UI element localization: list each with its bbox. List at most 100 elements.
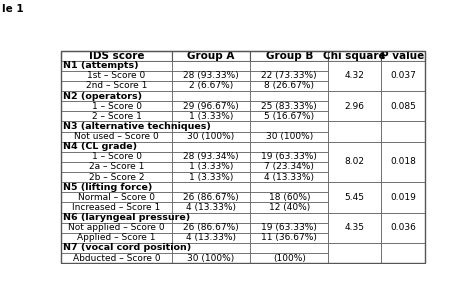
Bar — [250, 162, 328, 172]
Bar — [328, 152, 381, 182]
Bar — [61, 213, 172, 223]
Bar — [381, 182, 425, 213]
Bar — [250, 71, 328, 81]
Bar — [250, 152, 328, 162]
Bar — [328, 192, 381, 213]
Bar — [381, 71, 425, 91]
Bar — [172, 81, 250, 91]
Bar — [61, 223, 172, 233]
Text: 0.019: 0.019 — [390, 193, 416, 202]
Text: 30 (100%): 30 (100%) — [188, 254, 235, 263]
Bar — [328, 101, 381, 121]
Bar — [61, 162, 172, 172]
Text: 1 (3.33%): 1 (3.33%) — [189, 173, 233, 181]
Bar — [381, 182, 425, 192]
Bar — [381, 121, 425, 132]
Text: Group A: Group A — [187, 50, 235, 61]
Bar — [61, 192, 172, 203]
Text: 5 (16.67%): 5 (16.67%) — [264, 112, 314, 121]
Bar — [381, 253, 425, 263]
Bar — [172, 50, 250, 61]
Bar — [61, 101, 172, 111]
Bar — [328, 91, 381, 101]
Bar — [250, 203, 328, 213]
Text: 8 (26.67%): 8 (26.67%) — [264, 81, 314, 91]
Bar — [381, 142, 425, 182]
Bar — [381, 243, 425, 253]
Bar — [172, 71, 250, 81]
Text: Increased – Score 1: Increased – Score 1 — [73, 203, 161, 212]
Text: 0.085: 0.085 — [390, 102, 416, 111]
Text: 19 (63.33%): 19 (63.33%) — [261, 152, 317, 161]
Bar — [250, 121, 328, 132]
Bar — [61, 132, 172, 142]
Bar — [328, 253, 381, 263]
Text: 8.02: 8.02 — [345, 157, 365, 166]
Bar — [250, 192, 328, 203]
Bar — [172, 243, 250, 253]
Text: 29 (96.67%): 29 (96.67%) — [183, 102, 239, 111]
Text: N7 (vocal cord position): N7 (vocal cord position) — [64, 244, 191, 252]
Bar — [381, 91, 425, 101]
Bar — [328, 132, 381, 142]
Bar — [381, 152, 425, 182]
Bar — [250, 213, 328, 223]
Text: 12 (40%): 12 (40%) — [269, 203, 310, 212]
Bar — [61, 111, 172, 121]
Text: (100%): (100%) — [273, 254, 306, 263]
Text: Applied – Score 1: Applied – Score 1 — [77, 233, 156, 242]
Bar — [381, 61, 425, 91]
Bar — [250, 101, 328, 111]
Bar — [172, 213, 250, 223]
Bar — [381, 192, 425, 213]
Bar — [328, 61, 381, 91]
Text: 30 (100%): 30 (100%) — [265, 132, 313, 141]
Text: 28 (93.34%): 28 (93.34%) — [183, 152, 239, 161]
Bar — [61, 203, 172, 213]
Bar — [328, 142, 381, 152]
Text: Not used – Score 0: Not used – Score 0 — [74, 132, 159, 141]
Bar — [328, 91, 381, 121]
Bar — [172, 142, 250, 152]
Bar — [328, 213, 381, 243]
Text: 4 (13.33%): 4 (13.33%) — [264, 173, 314, 181]
Text: N6 (laryngeal pressure): N6 (laryngeal pressure) — [64, 213, 191, 222]
Bar — [61, 253, 172, 263]
Bar — [172, 192, 250, 203]
Bar — [328, 223, 381, 243]
Text: N3 (alternative techniques): N3 (alternative techniques) — [64, 122, 211, 131]
Text: N2 (operators): N2 (operators) — [64, 91, 142, 101]
Text: P value: P value — [381, 50, 425, 61]
Text: 2a – Score 1: 2a – Score 1 — [89, 162, 144, 171]
Text: Group B: Group B — [265, 50, 313, 61]
Bar — [172, 91, 250, 101]
Bar — [381, 91, 425, 121]
Text: 5.45: 5.45 — [345, 193, 365, 202]
Bar — [250, 243, 328, 253]
Bar — [328, 243, 381, 253]
Text: 0.037: 0.037 — [390, 71, 416, 80]
Text: 11 (36.67%): 11 (36.67%) — [261, 233, 317, 242]
Bar — [250, 233, 328, 243]
Bar — [328, 243, 381, 263]
Bar — [328, 50, 381, 61]
Bar — [250, 132, 328, 142]
Text: 1 – Score 0: 1 – Score 0 — [91, 152, 142, 161]
Text: Abducted – Score 0: Abducted – Score 0 — [73, 254, 160, 263]
Text: 4 (13.33%): 4 (13.33%) — [186, 203, 236, 212]
Text: 1 – Score 0: 1 – Score 0 — [91, 102, 142, 111]
Bar — [61, 61, 172, 71]
Bar — [61, 121, 172, 132]
Bar — [61, 91, 172, 101]
Bar — [328, 182, 381, 213]
Bar — [381, 101, 425, 121]
Bar — [172, 132, 250, 142]
Bar — [61, 81, 172, 91]
Text: IDS score: IDS score — [89, 50, 144, 61]
Bar — [328, 182, 381, 192]
Text: le 1: le 1 — [2, 4, 24, 15]
Text: 26 (86.67%): 26 (86.67%) — [183, 223, 239, 232]
Bar — [172, 101, 250, 111]
Bar — [328, 61, 381, 71]
Bar — [61, 172, 172, 182]
